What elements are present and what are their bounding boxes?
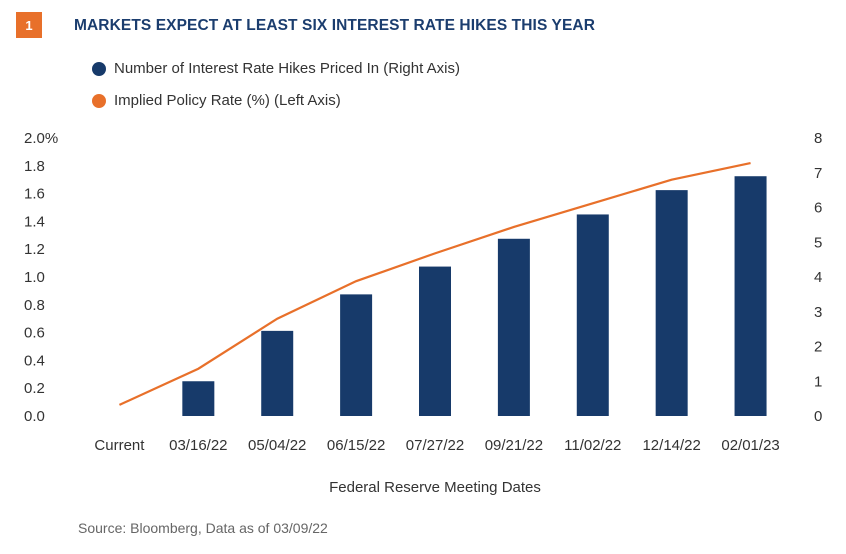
x-axis-tick-label: 03/16/22 (169, 437, 227, 454)
right-axis-tick-label: 8 (814, 130, 822, 147)
left-axis-tick-label: 1.4 (24, 213, 45, 230)
right-axis-tick-label: 2 (814, 339, 822, 356)
x-axis-tick-label: 05/04/22 (248, 437, 306, 454)
legend-label-line: Implied Policy Rate (%) (Left Axis) (114, 92, 341, 109)
bar-rate-hikes (261, 330, 294, 416)
right-axis-tick-label: 1 (814, 373, 822, 390)
bar-rate-hikes (419, 266, 451, 416)
left-axis-tick-label: 0.6 (24, 325, 45, 342)
legend-item-bars: Number of Interest Rate Hikes Priced In … (92, 60, 460, 77)
x-axis-tick-label: Current (94, 437, 145, 454)
x-axis-title: Federal Reserve Meeting Dates (329, 479, 541, 496)
right-axis-tick-label: 0 (814, 408, 822, 425)
left-axis-tick-label: 0.8 (24, 297, 45, 314)
left-axis-tick-label: 0.2 (24, 380, 45, 397)
left-axis-tick-label: 1.6 (24, 186, 45, 203)
source-note: Source: Bloomberg, Data as of 03/09/22 (78, 520, 328, 536)
legend-item-line: Implied Policy Rate (%) (Left Axis) (92, 92, 341, 109)
right-axis-tick-label: 4 (814, 269, 822, 286)
x-axis-tick-label: 07/27/22 (406, 437, 464, 454)
right-axis-tick-label: 5 (814, 234, 822, 251)
right-axis-tick-label: 7 (814, 165, 822, 182)
bar-rate-hikes (655, 190, 688, 416)
left-axis-tick-label: 1.8 (24, 158, 45, 175)
x-axis-tick-label: 02/01/23 (721, 437, 779, 454)
left-axis-tick-label: 1.2 (24, 241, 45, 258)
right-axis-tick-label: 6 (814, 200, 822, 217)
left-axis-tick-label: 0.4 (24, 352, 45, 369)
x-axis-tick-label: 12/14/22 (642, 437, 700, 454)
left-axis-tick-label: 2.0% (24, 130, 58, 147)
left-axis-tick-label: 1.0 (24, 269, 45, 286)
x-axis-tick-label: 06/15/22 (327, 437, 385, 454)
chart-title: MARKETS EXPECT AT LEAST SIX INTEREST RAT… (74, 17, 595, 34)
bar-rate-hikes (497, 238, 530, 416)
bar-rate-hikes (576, 214, 609, 416)
x-axis-tick-label: 09/21/22 (485, 437, 543, 454)
bar-rate-hikes (182, 381, 215, 416)
right-axis-tick-label: 3 (814, 304, 822, 321)
figure-number-badge: 1 (16, 12, 42, 38)
dark-blue-circle-icon (92, 61, 106, 76)
bar-rate-hikes (340, 294, 373, 416)
bar-rate-hikes (734, 176, 767, 416)
legend-label-bars: Number of Interest Rate Hikes Priced In … (114, 60, 460, 77)
left-axis-tick-label: 0.0 (24, 408, 45, 425)
orange-circle-icon (92, 93, 106, 108)
x-axis-tick-label: 11/02/22 (564, 437, 621, 454)
